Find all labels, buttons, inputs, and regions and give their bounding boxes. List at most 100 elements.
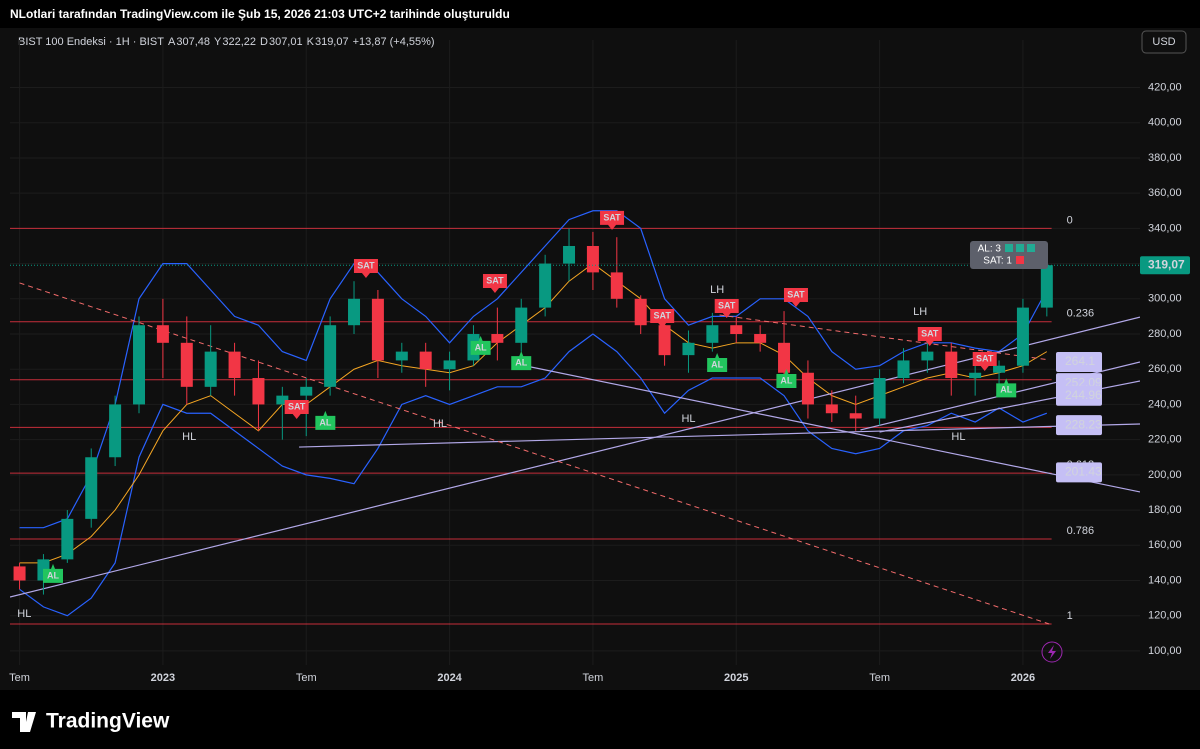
candle-body: [563, 245, 576, 264]
candle-body: [133, 325, 146, 405]
x-tick-label: Tem: [296, 672, 317, 684]
dashed-line: [719, 314, 1050, 361]
alert-icon[interactable]: [1041, 641, 1063, 663]
y-tick-label: 380,00: [1148, 152, 1182, 164]
candle-body: [1040, 265, 1053, 308]
last-price-label: 319,07: [1148, 257, 1185, 271]
candle-body: [539, 263, 552, 308]
candle-body: [443, 360, 456, 370]
trend-line: [299, 423, 1140, 448]
price-tag: [1056, 352, 1102, 373]
candle-body: [109, 404, 122, 458]
square: [1005, 244, 1013, 252]
candle-body: [754, 334, 767, 343]
signal-label: AL: [319, 417, 331, 427]
square: [1027, 244, 1035, 252]
fib-label: 0: [1067, 214, 1073, 226]
legend-key: K: [307, 36, 315, 48]
candle-body: [945, 351, 958, 379]
y-tick-label: 100,00: [1148, 645, 1182, 657]
price-tag-label: 264.1: [1065, 354, 1095, 368]
candle-body: [491, 334, 504, 343]
candle-body: [801, 372, 814, 405]
square: [1016, 244, 1024, 252]
candle-body: [204, 351, 217, 387]
plot-area: [10, 40, 1140, 665]
plot: [10, 40, 1140, 665]
signal-label: SAT: [654, 310, 672, 320]
candle-body: [180, 342, 193, 387]
brand: TradingView: [46, 710, 170, 733]
y-tick-label: 240,00: [1148, 398, 1182, 410]
candle-body: [778, 342, 791, 373]
signal-marker: [917, 326, 942, 346]
fib-label: 1: [1067, 610, 1073, 622]
currency[interactable]: USD: [1152, 36, 1175, 48]
candle-body: [371, 298, 384, 361]
legend-change: +13,87 (+4,55%): [353, 36, 435, 48]
candle-body: [156, 325, 169, 343]
candle-body: [13, 566, 26, 581]
signal-label: SAT: [921, 328, 939, 338]
legend-value: 322,22: [222, 36, 256, 48]
y-tick-label: 140,00: [1148, 574, 1182, 586]
signal-marker: [776, 369, 797, 389]
y-tick-label: 280,00: [1148, 328, 1182, 340]
currency-button[interactable]: [1141, 30, 1187, 54]
candle-body: [324, 325, 337, 387]
y-tick-label: 120,00: [1148, 610, 1182, 622]
price-tag-label: 244.96: [1065, 388, 1102, 402]
pivot-label: HL: [182, 431, 196, 443]
y-tick-label: 300,00: [1148, 293, 1182, 305]
last-price-tag: [1140, 256, 1190, 275]
signal-marker: [972, 351, 997, 371]
candle-body: [228, 351, 241, 379]
candle-body: [730, 325, 743, 335]
candle-body: [849, 413, 862, 419]
candle-body: [419, 351, 432, 370]
y-tick-label: 360,00: [1148, 187, 1182, 199]
candle-body: [897, 360, 910, 379]
signal-label: SAT: [486, 275, 504, 285]
candle-body: [658, 325, 671, 356]
signal-label: SAT: [976, 353, 994, 363]
candle-body: [610, 272, 623, 299]
x-tick-label: 2023: [151, 672, 175, 684]
y-tick-label: 200,00: [1148, 469, 1182, 481]
y-tick-label: 400,00: [1148, 117, 1182, 129]
candle-body: [348, 298, 361, 326]
signal-label: AL: [711, 359, 723, 369]
signal-marker: [482, 273, 507, 293]
x-tick-label: Tem: [9, 672, 30, 684]
signal-label: SAT: [288, 401, 306, 411]
price-tag-label: 201.43: [1065, 465, 1102, 479]
signal-marker: [783, 288, 808, 308]
signal-box-sat: SAT: 1: [983, 256, 1012, 267]
legend-key: Y: [214, 36, 222, 48]
candle-body: [276, 395, 289, 405]
signal-label: SAT: [787, 289, 805, 299]
legend-key: D: [260, 36, 268, 48]
candle-body: [515, 307, 528, 343]
ohlc-legend: A 307,48 Y 322,22 D 307,01 K 319,07 +13,87 (+4,5…: [168, 36, 435, 48]
candle-body: [825, 404, 838, 414]
symbol: BIST 100 Endeksi · 1H · BIST: [18, 36, 164, 48]
signal-label: SAT: [603, 212, 621, 222]
signal-label: AL: [1000, 385, 1012, 395]
candle-body: [1016, 307, 1029, 366]
signal-box-al: AL: 3: [978, 244, 1002, 255]
bb-upper: [19, 210, 1048, 529]
candle-body: [682, 342, 695, 356]
caption: NLotlari tarafından TradingView.com ile …: [10, 7, 510, 21]
signal-marker: [353, 258, 378, 278]
signal-label: SAT: [718, 300, 736, 310]
legend-value: 307,01: [269, 36, 303, 48]
legend-key: A: [168, 36, 176, 48]
signal-marker: [284, 400, 309, 420]
signal-marker: [315, 410, 336, 430]
signal-label: AL: [47, 570, 59, 580]
legend-value: 307,48: [176, 36, 210, 48]
candle-body: [395, 351, 408, 361]
x-tick-label: 2024: [437, 672, 462, 684]
